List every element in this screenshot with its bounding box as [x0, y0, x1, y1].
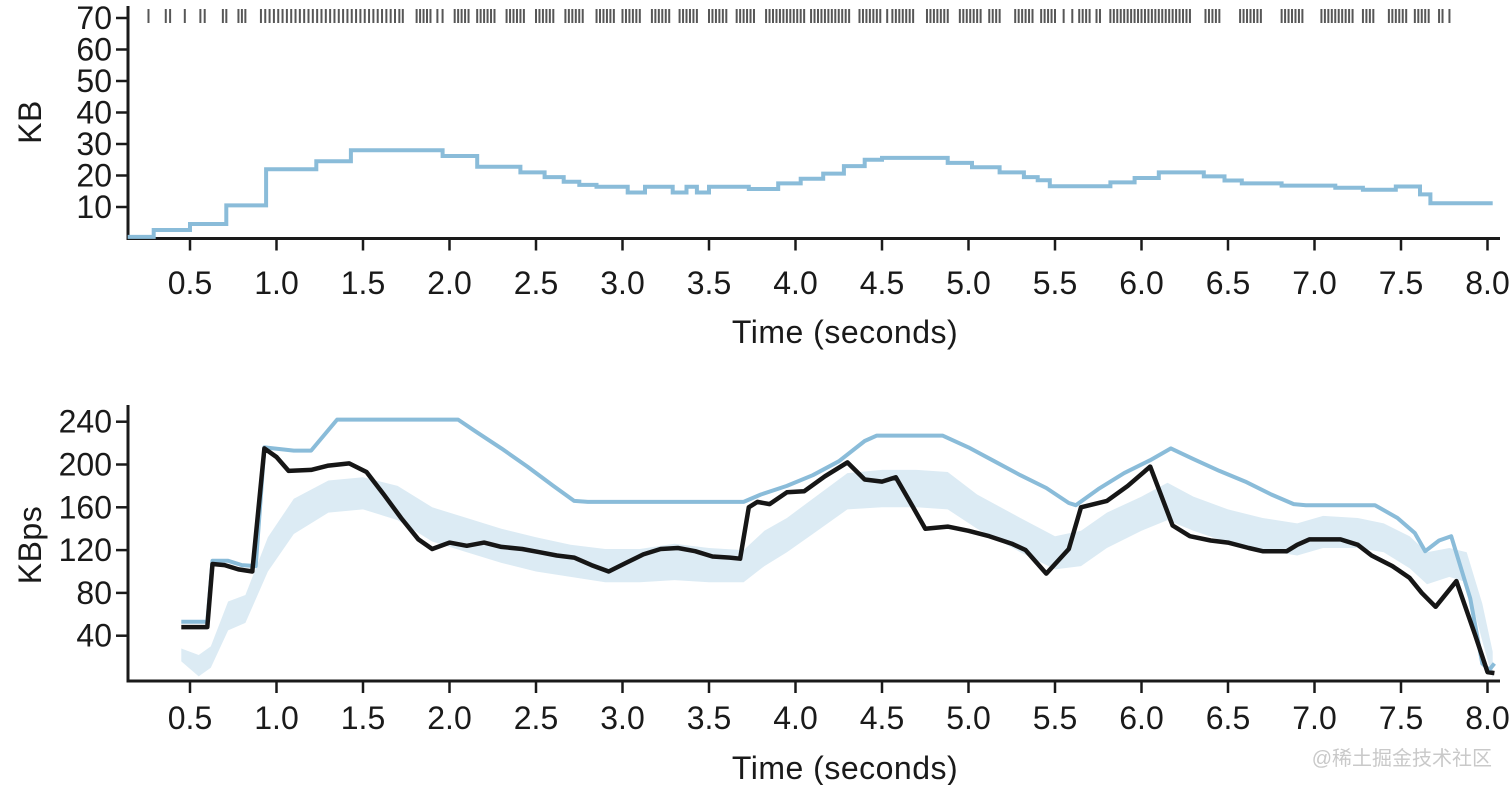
throughput-chart-x-tick-label: 0.5 — [168, 700, 212, 736]
buffer-chart-x-tick-label: 3.0 — [600, 265, 644, 301]
throughput-chart-x-tick-label: 1.5 — [341, 700, 385, 736]
buffer-chart-x-tick-label: 4.5 — [860, 265, 904, 301]
buffer-chart-x-tick-label: 3.5 — [687, 265, 731, 301]
buffer-chart-y-tick-label: 10 — [76, 189, 112, 225]
buffer-chart-x-tick-label: 6.5 — [1206, 265, 1250, 301]
throughput-chart-x-tick-label: 2.5 — [514, 700, 558, 736]
throughput-chart-x-tick-label: 1.0 — [254, 700, 298, 736]
throughput-chart-x-tick-label: 7.5 — [1379, 700, 1423, 736]
throughput-chart-y-tick-label: 80 — [76, 575, 112, 611]
buffer-x-axis-title: Time (seconds) — [731, 314, 959, 350]
buffer-chart-x-tick-label: 4.0 — [773, 265, 817, 301]
throughput-chart-x-tick-label: 8.0 — [1465, 700, 1509, 736]
throughput-chart-y-tick-label: 120 — [59, 532, 112, 568]
buffer-chart-y-tick-label: 70 — [76, 0, 112, 36]
watermark: @稀土掘金技术社区 — [1311, 748, 1492, 770]
buffer-chart-y-tick-label: 60 — [76, 32, 112, 68]
throughput-chart-y-tick-label: 240 — [59, 404, 112, 440]
throughput-chart-x-tick-label: 3.0 — [600, 700, 644, 736]
playback-buffer-kb-step-line — [127, 148, 1493, 239]
buffer-chart-x-tick-label: 2.5 — [514, 265, 558, 301]
throughput-chart-x-tick-label: 5.5 — [1033, 700, 1077, 736]
throughput-chart-x-tick-label: 3.5 — [687, 700, 731, 736]
throughput-chart-x-tick-label: 6.0 — [1119, 700, 1163, 736]
buffer-chart-x-tick-label: 6.0 — [1119, 265, 1163, 301]
buffer-chart-y-tick-label: 30 — [76, 126, 112, 162]
throughput-chart-x-tick-label: 4.0 — [773, 700, 817, 736]
buffer-chart-y-tick-label: 40 — [76, 95, 112, 131]
throughput-x-axis-title: Time (seconds) — [731, 750, 959, 785]
buffer-chart-y-tick-label: 50 — [76, 63, 112, 99]
download-events-rug — [147, 9, 1451, 23]
throughput-chart-y-tick-label: 160 — [59, 489, 112, 525]
buffer-chart-x-tick-label: 1.0 — [254, 265, 298, 301]
buffer-chart-y-tick-label: 20 — [76, 158, 112, 194]
actual-throughput-kbps-line — [181, 446, 1495, 676]
throughput-y-axis-title: KBps — [12, 505, 48, 585]
buffer-chart-x-tick-label: 7.0 — [1292, 265, 1336, 301]
buffer-chart-x-tick-label: 0.5 — [168, 265, 212, 301]
smoothed-throughput-band — [181, 469, 1493, 679]
throughput-chart-y-tick-label: 40 — [76, 618, 112, 654]
buffer-chart-x-tick-label: 7.5 — [1379, 265, 1423, 301]
throughput-chart-x-tick-label: 4.5 — [860, 700, 904, 736]
buffer-chart-x-tick-label: 1.5 — [341, 265, 385, 301]
available-bandwidth-kbps-line — [181, 417, 1496, 672]
throughput-chart-x-tick-label: 5.0 — [946, 700, 990, 736]
buffer-chart-x-tick-label: 5.5 — [1033, 265, 1077, 301]
throughput-chart-x-tick-label: 6.5 — [1206, 700, 1250, 736]
throughput-chart-x-tick-label: 7.0 — [1292, 700, 1336, 736]
throughput-chart-x-tick-label: 2.0 — [427, 700, 471, 736]
buffer-chart-x-tick-label: 8.0 — [1465, 265, 1509, 301]
buffer-chart-x-tick-label: 5.0 — [946, 265, 990, 301]
throughput-chart-y-tick-label: 200 — [59, 447, 112, 483]
buffer-chart-x-tick-label: 2.0 — [427, 265, 471, 301]
buffer-y-axis-title: KB — [12, 100, 48, 144]
